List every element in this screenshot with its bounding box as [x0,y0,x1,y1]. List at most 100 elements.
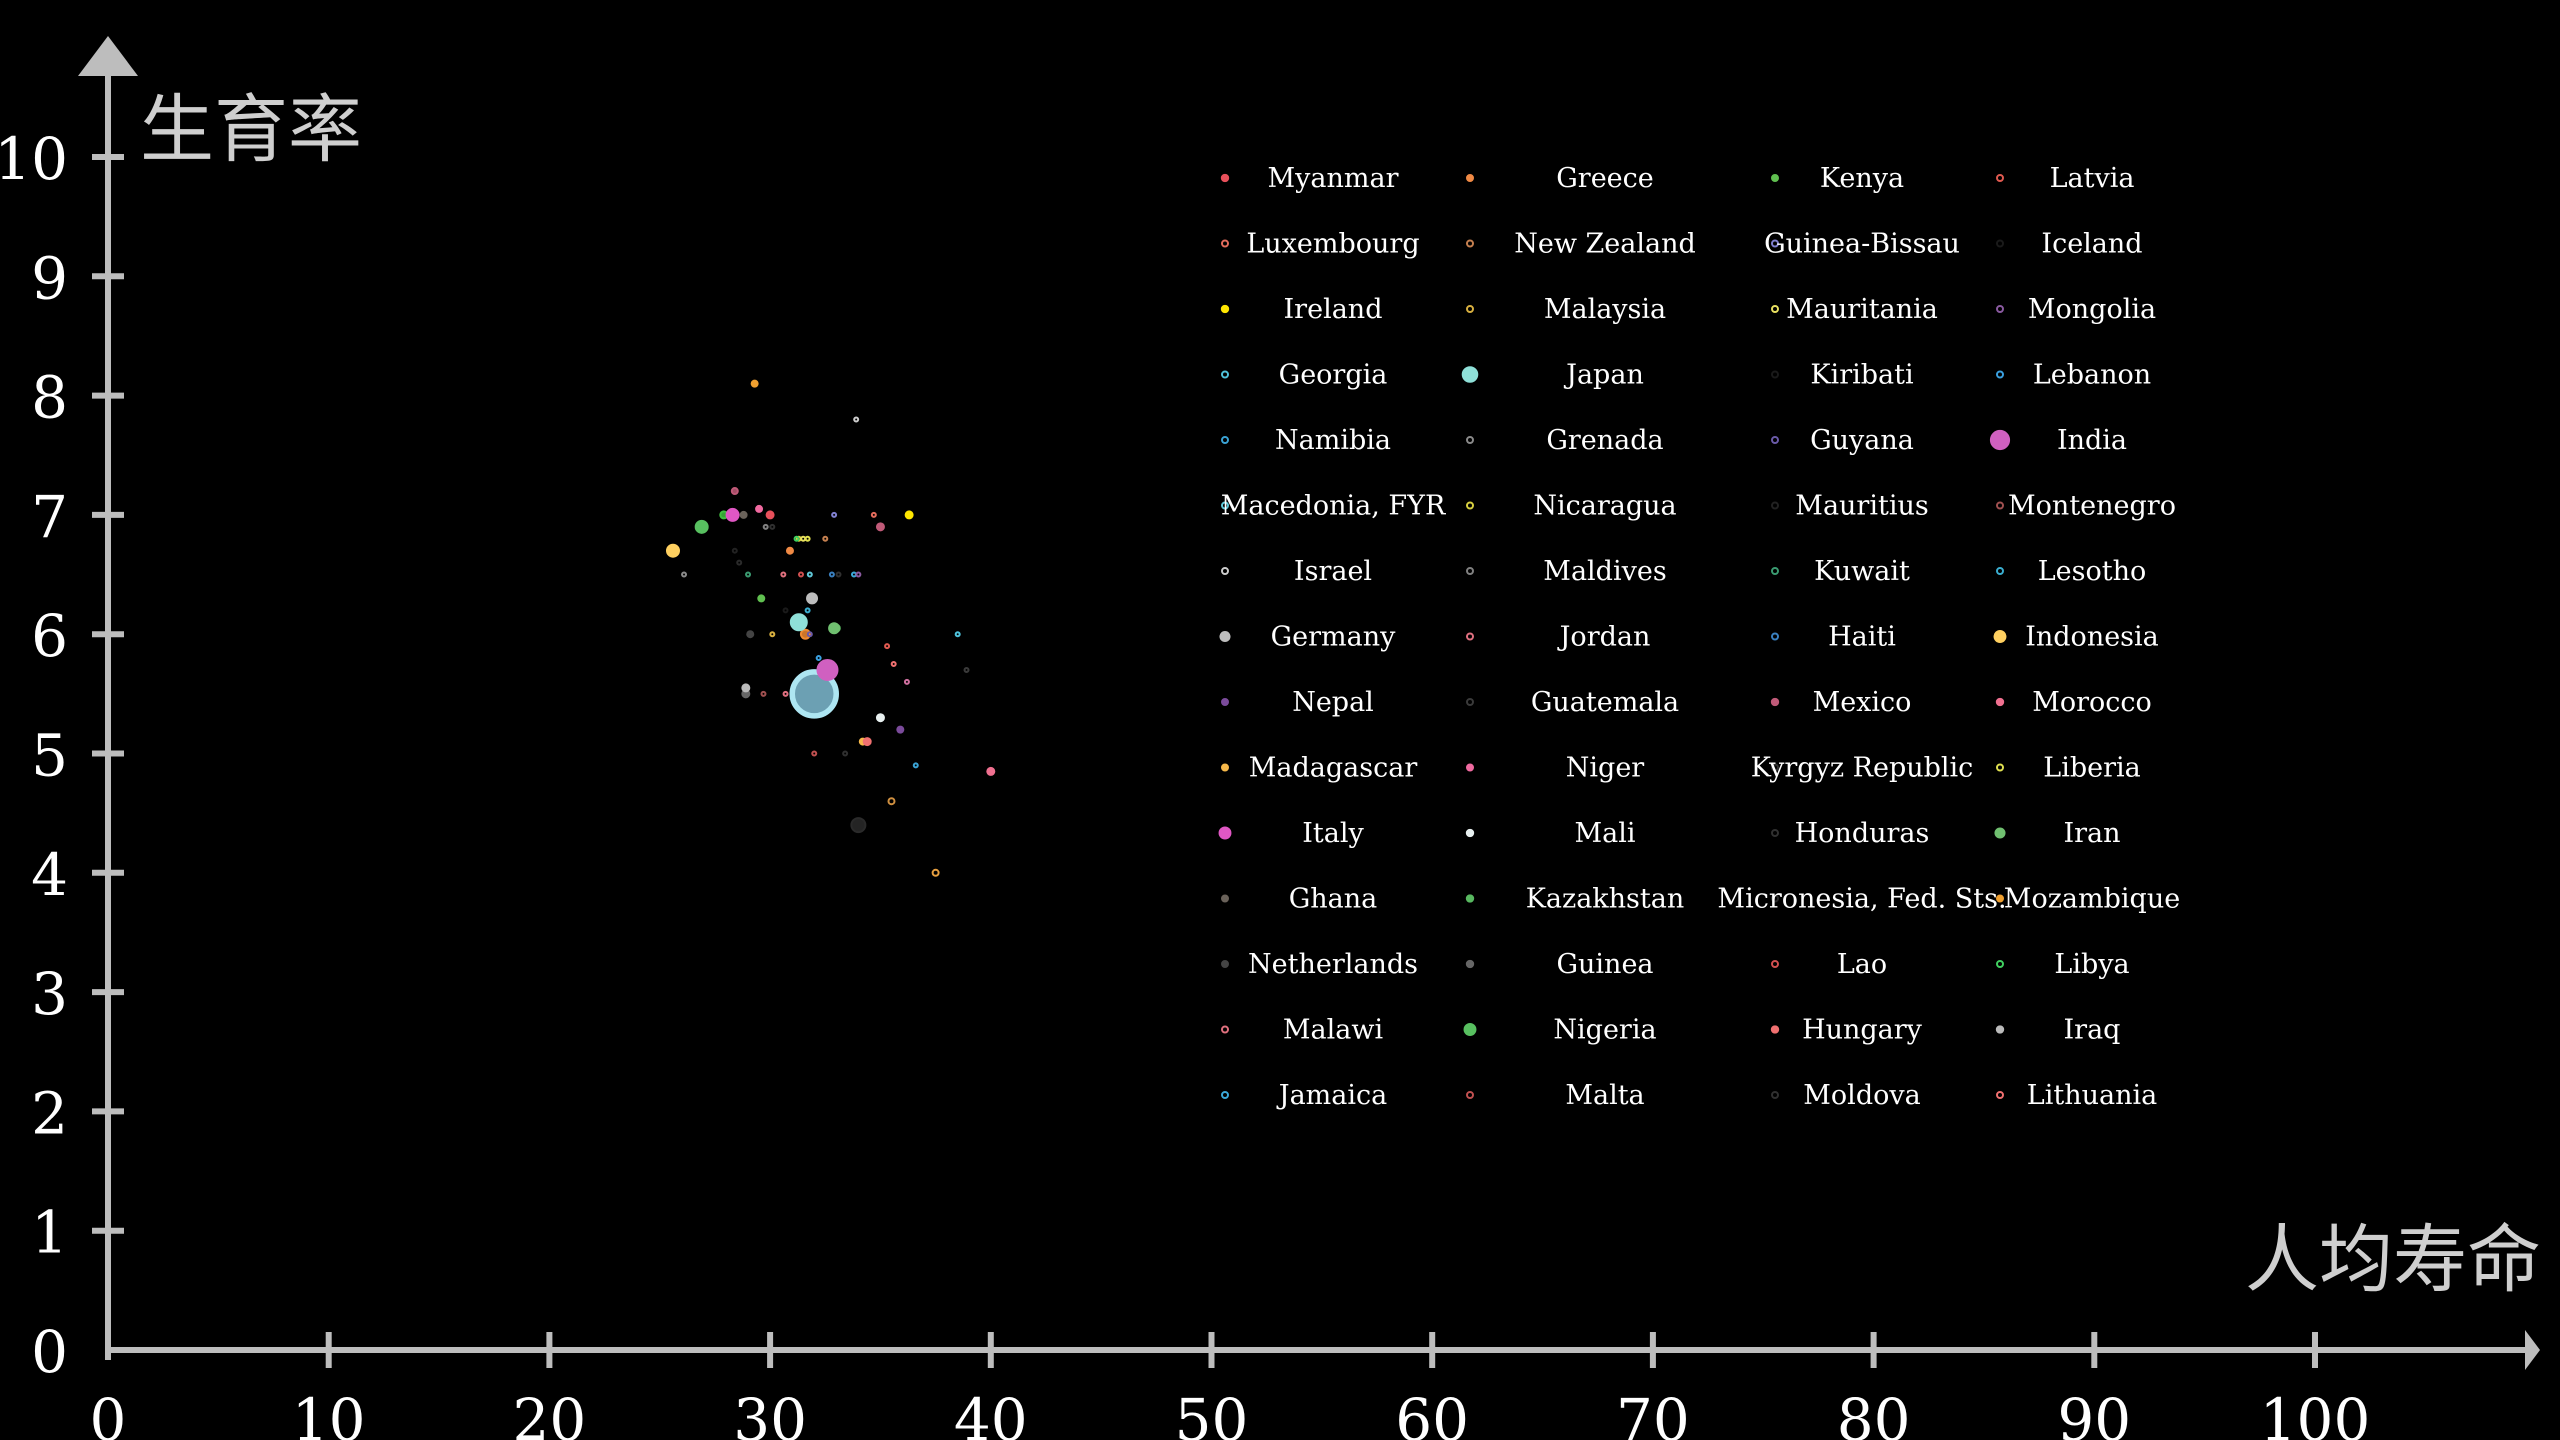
scatter-point [870,511,877,518]
legend-marker [1221,1025,1229,1034]
scatter-point [806,592,819,605]
legend-marker [1466,436,1474,444]
legend-marker [1461,366,1479,383]
legend-marker [1771,436,1779,444]
legend-label: Lithuania [2027,1080,2157,1111]
legend-marker [1993,630,2007,643]
scatter-point [769,631,776,638]
legend-label: Indonesia [2025,622,2159,653]
scatter-point [931,868,940,877]
legend-label: Nicaragua [1533,491,1676,522]
y-tick-label: 3 [31,960,68,1028]
scatter-point [831,511,838,518]
scatter-point [746,630,755,639]
y-tick-label: 10 [0,125,68,193]
legend-marker [1770,1025,1780,1034]
legend-marker [1221,894,1229,903]
legend-marker [1994,827,2006,839]
y-tick-label: 6 [31,602,68,670]
scatter-point [963,666,970,673]
scatter-point [850,571,857,578]
legend-label: Jamaica [1276,1080,1387,1111]
scatter-point [725,507,740,522]
legend-marker [1996,305,2004,313]
legend-marker [1221,763,1229,772]
legend-label: Montenegro [2008,491,2176,522]
legend-marker [1220,173,1230,183]
legend-label: Micronesia, Fed. Sts. [1717,884,2006,915]
legend-label: Hungary [1802,1015,1923,1046]
legend-label: Jordan [1557,622,1651,653]
scatter-point [741,683,751,693]
legend-label: Maldives [1543,556,1666,587]
scatter-point [816,658,839,681]
scatter-point [828,571,835,578]
scatter-point [896,725,905,734]
legend-label: Myanmar [1268,163,1399,194]
legend-marker [1466,632,1474,641]
legend-marker [1466,1091,1474,1099]
scatter-point [875,713,885,723]
scatter-point [739,510,748,519]
scatter-point [769,523,776,530]
legend-label: Kuwait [1814,556,1910,587]
legend-label: Israel [1294,556,1372,587]
scatter-point [855,571,862,578]
scatter-point [755,504,764,513]
scatter-point [800,535,807,542]
legend-label: Japan [1563,360,1644,391]
legend-marker [1996,960,2004,968]
scatter-point [782,607,789,614]
legend-marker [1465,828,1475,838]
legend-marker [1221,436,1229,444]
legend-label: Nigeria [1553,1015,1656,1046]
legend-marker [1995,1025,2005,1034]
legend-label: Nepal [1292,687,1374,718]
legend-label: Grenada [1546,425,1663,456]
y-tick-label: 8 [31,364,68,432]
legend-label: Mauritius [1795,491,1928,522]
legend-marker [1996,370,2004,379]
y-tick-label: 4 [31,841,68,909]
legend-label: Kenya [1820,163,1904,194]
y-tick-label: 5 [31,722,68,790]
scatter-point [828,622,841,635]
y-tick-label: 2 [31,1079,68,1147]
x-axis-title: 人均寿命 [2245,1217,2541,1303]
scatter-point [736,559,743,566]
legend-label: Guinea [1556,949,1653,980]
legend-marker [1996,239,2004,248]
scatter-point [780,571,787,578]
scatter-point [986,766,996,776]
x-tick-label: 0 [90,1386,127,1440]
scatter-point [862,737,872,747]
legend-label: Mongolia [2028,294,2156,325]
legend-marker [1466,763,1474,772]
legend-label: Luxembourg [1246,229,1419,260]
legend-marker [1220,304,1230,314]
scatter-point [765,510,775,520]
scatter-point [665,543,680,558]
legend-marker [1221,567,1229,575]
legend-marker [1771,1091,1779,1099]
legend-marker [1771,763,1779,772]
legend-label: Ghana [1289,884,1378,915]
legend-marker [1771,829,1779,837]
legend-label: Mauritania [1786,294,1938,325]
scatter-point [730,487,739,496]
scatter-points [665,379,996,877]
legend-label: Mali [1574,818,1635,849]
legend-label: Liberia [2043,753,2140,784]
legend-label: Kyrgyz Republic [1751,753,1974,784]
legend-marker [1996,763,2004,772]
scatter-point [887,797,896,806]
legend-marker [1770,697,1780,707]
legend-marker [1463,1023,1477,1036]
legend-marker [1466,239,1474,248]
scatter-point [806,571,813,578]
legend-label: Iran [2063,818,2120,849]
x-tick-label: 20 [512,1386,586,1440]
scatter-point [822,535,829,542]
scatter-point [875,522,885,532]
legend-marker [1465,959,1475,969]
